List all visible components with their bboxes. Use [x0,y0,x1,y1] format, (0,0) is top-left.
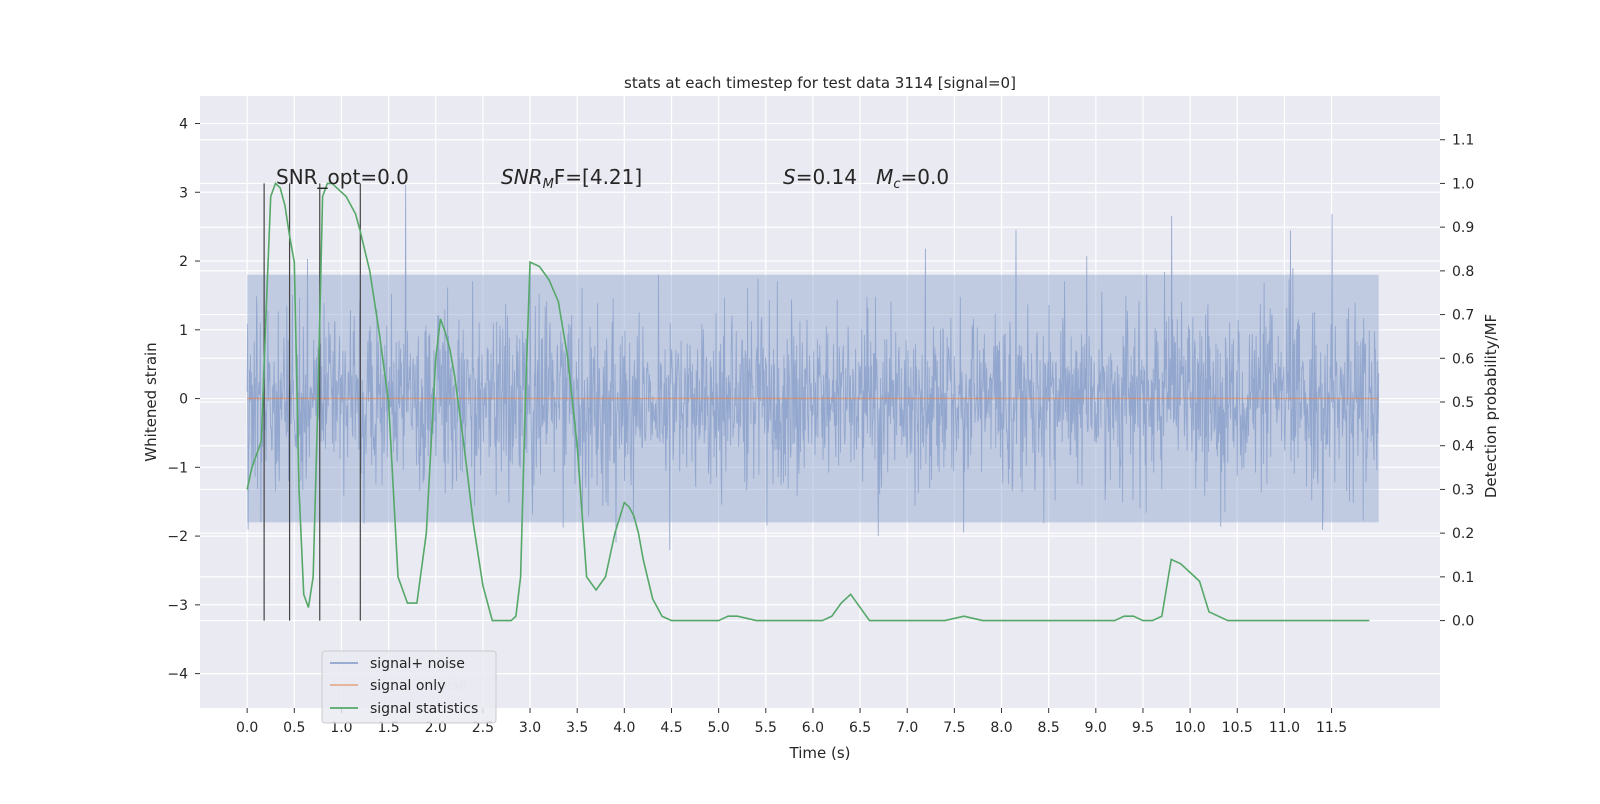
y-tick-label: 0 [179,392,188,408]
x-tick-label: 0.0 [236,720,258,736]
x-tick-label: 0.5 [283,720,305,736]
y-tick-label: 4 [179,117,188,133]
x-tick-label: 5.0 [707,720,729,736]
x-axis-ticks: 0.0 0.5 1.0 1.5 2.0 2.5 3.0 3.5 4.0 4.5 5.0 5.5 6.0 6… [236,708,1347,736]
s-symbol: S [783,165,796,189]
snr-mf-value: F=[4.21] [554,165,642,189]
x-tick-label: 10.0 [1175,720,1206,736]
x-tick-label: 8.5 [1038,720,1060,736]
annotation-s-mc: S=0.14 Mc=0.0 [783,165,949,192]
x-tick-label: 7.0 [896,720,918,736]
legend-label-signal-statistics: signal statistics [370,701,478,717]
y2-tick-label: 0.7 [1452,308,1474,324]
chart-title: stats at each timestep for test data 311… [624,74,1016,92]
y2-tick-label: 0.6 [1452,351,1474,367]
marker-lines [263,183,361,621]
y2-tick-label: 1.1 [1452,133,1474,149]
signal-statistics-line [246,182,1370,622]
y-tick-label: 3 [179,185,188,201]
y-axis-ticks: 4 3 2 1 0 −1 −2 −3 −4 [167,117,200,683]
x-tick-label: 8.0 [990,720,1012,736]
y2-tick-label: 0.4 [1452,439,1474,455]
x-tick-label: 3.5 [566,720,588,736]
y-tick-label: 2 [179,254,188,270]
snr-mf-subscript: M [543,177,554,192]
y-tick-label: 1 [179,323,188,339]
x-axis-label: Time (s) [789,744,851,762]
x-tick-label: 1.5 [377,720,399,736]
x-tick-label: 5.5 [755,720,777,736]
y-tick-label: −3 [167,598,188,614]
legend-label-signal-noise: signal+ noise [370,656,465,672]
x-tick-label: 11.5 [1316,720,1347,736]
y2-tick-label: 0.9 [1452,220,1474,236]
s-value: =0.14 [796,165,876,189]
x-tick-label: 9.5 [1132,720,1154,736]
annotation-snr-opt: SNR_opt=0.0 [276,165,409,189]
mc-value: =0.0 [901,165,950,189]
y-tick-label: −4 [167,667,188,683]
x-tick-label: 4.0 [613,720,635,736]
x-tick-label: 6.5 [849,720,871,736]
y-tick-label: −2 [167,529,188,545]
annotation-snr-mf: SNRMF=[4.21] [501,165,642,192]
y2-tick-label: 1.0 [1452,176,1474,192]
x-tick-label: 4.5 [660,720,682,736]
y2-tick-label: 0.8 [1452,264,1474,280]
legend: signal+ noise signal only signal statist… [321,650,497,724]
legend-label-signal-only: signal only [370,678,445,694]
x-tick-label: 2.0 [425,720,447,736]
legend-box [321,650,497,724]
y2-tick-label: 0.2 [1452,526,1474,542]
x-tick-label: 6.0 [802,720,824,736]
y2-tick-label: 0.3 [1452,482,1474,498]
snr-mf-symbol: SNR [501,165,543,189]
y2-tick-label: 0.0 [1452,614,1474,630]
y-axis-label: Whitened strain [142,342,160,461]
x-tick-label: 2.5 [472,720,494,736]
y2-tick-label: 0.1 [1452,570,1474,586]
grid-lines [200,96,1440,708]
mc-symbol: M [876,165,893,189]
mc-subscript: c [893,177,900,192]
x-tick-label: 3.0 [519,720,541,736]
x-tick-label: 1.0 [330,720,352,736]
x-tick-label: 11.0 [1269,720,1300,736]
y2-axis-ticks: 1.1 1.0 0.9 0.8 0.7 0.6 0.5 0.4 0.3 0.2 0.1 0.0 [1440,133,1474,630]
x-tick-label: 7.5 [943,720,965,736]
x-tick-label: 9.0 [1085,720,1107,736]
y2-tick-label: 0.5 [1452,395,1474,411]
x-tick-label: 10.5 [1222,720,1253,736]
y2-axis-label: Detection probability/MF [1482,314,1500,498]
y-tick-label: −1 [167,460,188,476]
